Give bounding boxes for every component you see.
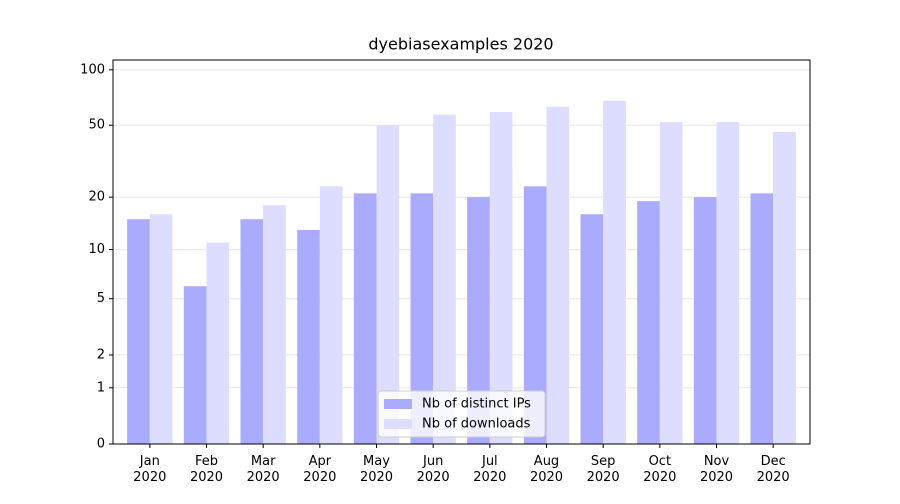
legend-swatch — [384, 399, 412, 409]
y-tick-label: 0 — [97, 437, 105, 452]
bar — [659, 122, 683, 444]
x-tick-label: Jun 2020 — [417, 454, 450, 485]
x-tick-label: Apr 2020 — [303, 454, 336, 485]
bar — [353, 193, 377, 444]
bar — [546, 106, 570, 444]
bar — [693, 197, 717, 444]
x-tick-label: Dec 2020 — [757, 454, 790, 485]
bar — [489, 112, 513, 444]
bar — [580, 214, 604, 444]
bar — [603, 100, 626, 445]
legend-label: Nb of distinct IPs — [422, 397, 531, 412]
bar — [433, 114, 456, 444]
bar — [376, 125, 400, 445]
x-tick-label: May 2020 — [360, 454, 393, 485]
y-tick-label: 2 — [97, 347, 105, 362]
bar — [467, 197, 490, 444]
x-tick-label: Mar 2020 — [247, 454, 280, 485]
bar — [149, 214, 173, 444]
bar — [263, 205, 286, 444]
legend-label: Nb of downloads — [422, 417, 531, 432]
legend-swatch — [384, 419, 412, 429]
x-tick-label: Oct 2020 — [643, 454, 676, 485]
x-tick-label: Nov 2020 — [700, 454, 733, 485]
bar — [523, 186, 547, 444]
x-tick-label: Jul 2020 — [473, 454, 506, 485]
y-tick-label: 10 — [88, 242, 105, 257]
chart-title: dyebiasexamples 2020 — [368, 35, 553, 54]
y-tick-label: 50 — [88, 118, 105, 133]
x-tick-label: Feb 2020 — [190, 454, 223, 485]
bar — [297, 230, 320, 444]
y-tick-label: 20 — [88, 190, 105, 205]
bar — [716, 122, 740, 444]
x-tick-label: Jan 2020 — [133, 454, 166, 485]
bar — [750, 193, 774, 444]
x-tick-label: Sep 2020 — [587, 454, 620, 485]
bar — [410, 193, 434, 444]
y-tick-label: 100 — [80, 62, 105, 77]
bar — [127, 219, 150, 444]
bar — [206, 242, 230, 444]
plot-frame — [112, 59, 811, 445]
bar — [637, 201, 660, 444]
y-tick-label: 5 — [97, 291, 105, 306]
bar — [773, 131, 796, 445]
legend-box — [377, 390, 546, 438]
bar — [319, 186, 343, 444]
y-tick-label: 1 — [97, 380, 105, 395]
bar — [240, 219, 264, 444]
bar — [183, 286, 207, 444]
x-tick-label: Aug 2020 — [530, 454, 563, 485]
